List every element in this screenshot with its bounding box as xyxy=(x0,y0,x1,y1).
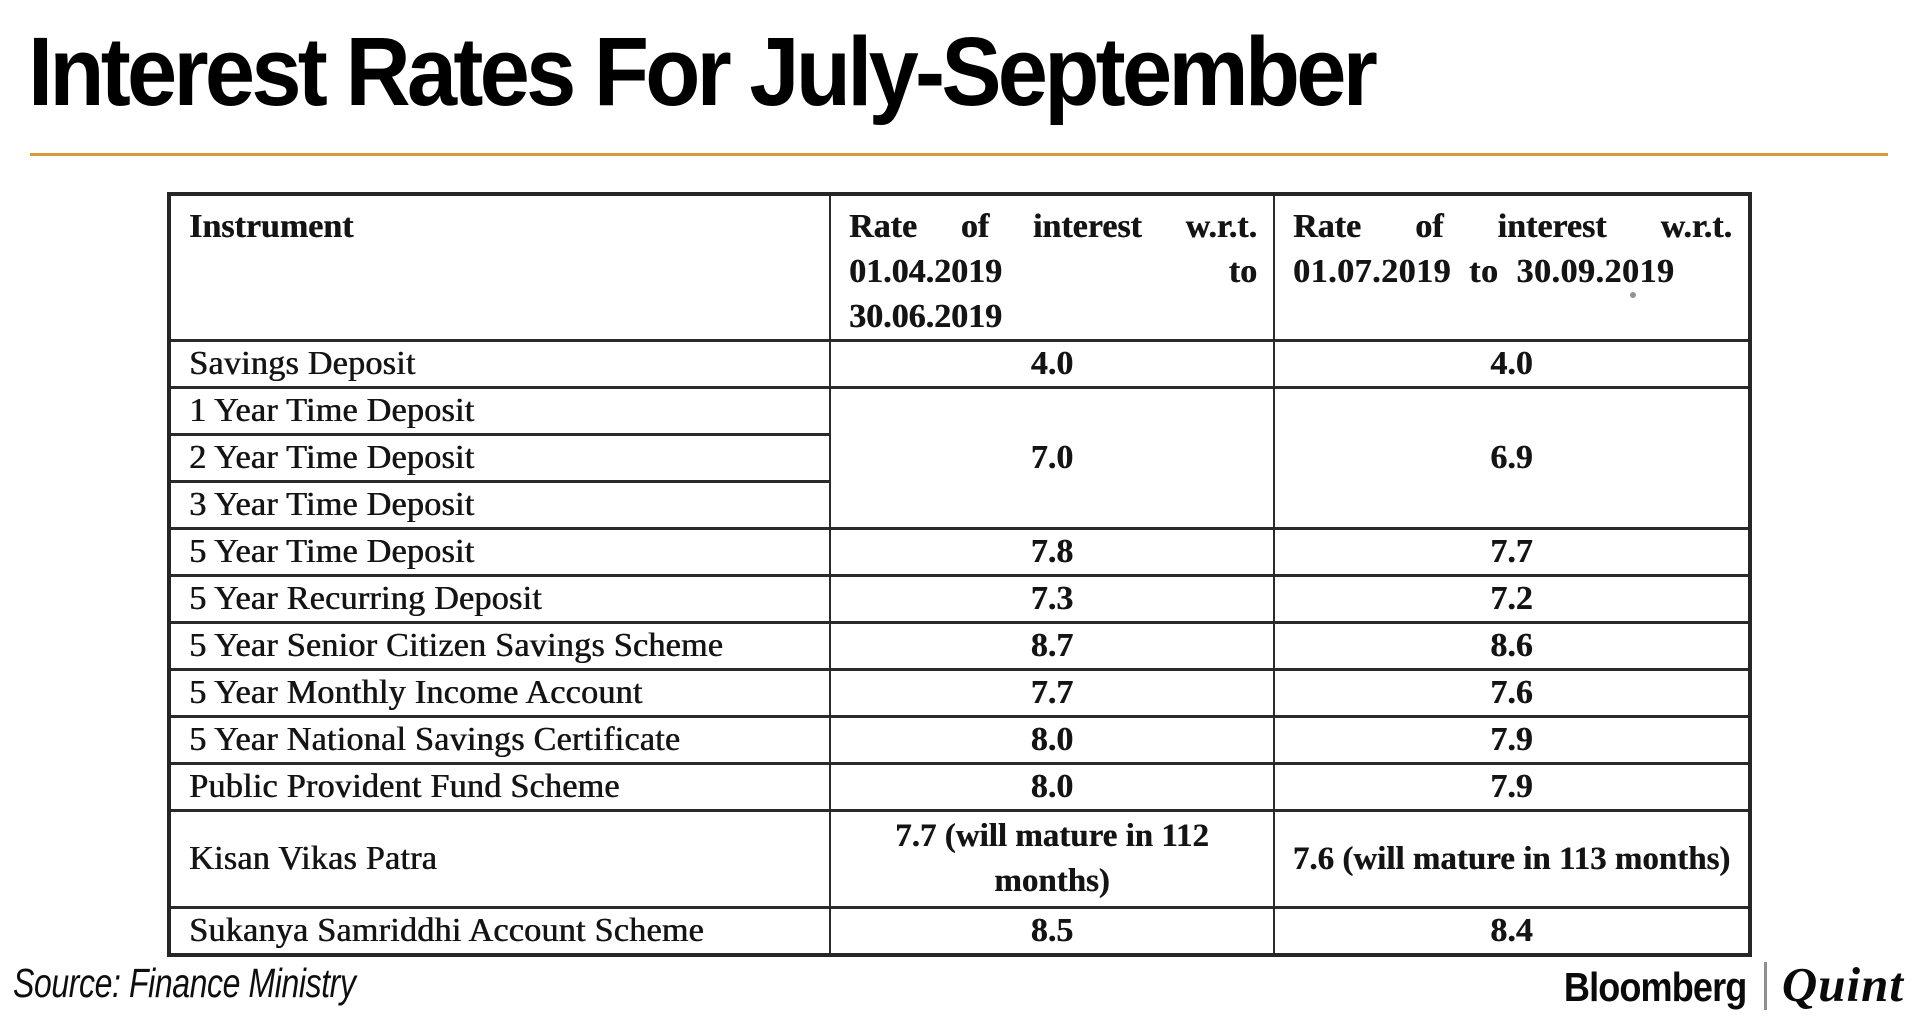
instrument-cell: Sukanya Samriddhi Account Scheme xyxy=(168,906,831,956)
rate-cell: 7.8 xyxy=(829,527,1275,577)
title-underline-rule xyxy=(30,153,1888,156)
merged-rate-cell: 6.9 xyxy=(1273,386,1751,530)
rate-cell: 8.7 xyxy=(829,621,1275,671)
rate-cell: 7.2 xyxy=(1273,574,1751,624)
table-row: Kisan Vikas Patra 7.7 (will mature in 11… xyxy=(168,809,1751,909)
rate-cell: 8.4 xyxy=(1273,906,1751,956)
rate-cell: 8.5 xyxy=(829,906,1275,956)
table-row: Public Provident Fund Scheme 8.0 7.9 xyxy=(168,762,1751,812)
quint-wordmark: Quint xyxy=(1781,957,1904,1012)
rate-cell: 8.0 xyxy=(829,762,1275,812)
instrument-cell: Savings Deposit xyxy=(168,339,831,389)
period-jul-sep-header-cell: Rate of interest w.r.t. 01.07.2019 to 30… xyxy=(1273,192,1751,342)
instrument-cell: 3 Year Time Deposit xyxy=(168,480,831,530)
rate-cell: 7.9 xyxy=(1273,762,1751,812)
rate-cell: 7.6 (will mature in 113 months) xyxy=(1273,809,1751,909)
instrument-cell: 1 Year Time Deposit xyxy=(168,386,831,436)
instrument-cell: 5 Year Recurring Deposit xyxy=(168,574,831,624)
table-row: Savings Deposit 4.0 4.0 xyxy=(168,339,1751,389)
table-row: 3 Year Time Deposit xyxy=(168,480,1750,530)
table-row: Sukanya Samriddhi Account Scheme 8.5 8.4 xyxy=(168,906,1751,956)
rate-cell: 4.0 xyxy=(829,339,1275,389)
merged-rate-cell: 7.0 xyxy=(829,386,1275,530)
instrument-cell: 5 Year National Savings Certificate xyxy=(168,715,831,765)
rate-cell: 7.9 xyxy=(1273,715,1751,765)
rate-cell: 7.6 xyxy=(1273,668,1751,718)
instrument-cell: 2 Year Time Deposit xyxy=(168,433,831,483)
instrument-cell: Public Provident Fund Scheme xyxy=(168,762,831,812)
instrument-header-cell: Instrument xyxy=(168,192,831,342)
period-apr-jun-line1: Rate of interest w.r.t. xyxy=(849,208,1257,245)
instrument-cell: 5 Year Senior Citizen Savings Scheme xyxy=(168,621,831,671)
instrument-header-label: Instrument xyxy=(189,208,354,245)
page-title: Interest Rates For July-September xyxy=(28,17,1378,126)
period-apr-jun-date-end: 30.06.2019 xyxy=(849,298,1002,335)
rate-cell: 7.3 xyxy=(829,574,1275,624)
interest-rates-table: Instrument Rate of interest w.r.t. 01.04… xyxy=(167,192,1752,957)
table-row: 5 Year Monthly Income Account 7.7 7.6 xyxy=(168,668,1751,718)
period-jul-sep-line1: Rate of interest w.r.t. xyxy=(1293,208,1732,245)
table-row: 5 Year Senior Citizen Savings Scheme 8.7… xyxy=(168,621,1751,671)
instrument-cell: Kisan Vikas Patra xyxy=(168,809,831,909)
period-jul-sep-line2: 01.07.2019 to 30.09.2019 xyxy=(1293,253,1675,290)
rate-cell: 8.0 xyxy=(829,715,1275,765)
table-row: 5 Year National Savings Certificate 8.0 … xyxy=(168,715,1751,765)
table-row: 5 Year Time Deposit 7.8 7.7 xyxy=(168,527,1751,577)
scan-artifact-dot xyxy=(1630,292,1636,298)
instrument-cell: 5 Year Time Deposit xyxy=(168,527,831,577)
period-apr-jun-date-start: 01.04.2019 xyxy=(849,253,1002,290)
rate-cell: 4.0 xyxy=(1273,339,1751,389)
period-apr-jun-to-word: to xyxy=(1228,253,1257,290)
table-row: 2 Year Time Deposit xyxy=(168,433,1750,483)
period-apr-jun-line2: 01.04.2019 to xyxy=(849,249,1257,294)
rate-cell: 7.7 (will mature in 112 months) xyxy=(829,809,1275,909)
table-row: 5 Year Recurring Deposit 7.3 7.2 xyxy=(168,574,1751,624)
rate-cell: 8.6 xyxy=(1273,621,1751,671)
instrument-cell: 5 Year Monthly Income Account xyxy=(168,668,831,718)
bloomberg-wordmark: Bloomberg xyxy=(1564,964,1747,1010)
table-row: 1 Year Time Deposit 7.0 6.9 xyxy=(168,386,1751,530)
publisher-logo: Bloomberg Quint xyxy=(1539,956,1904,1012)
period-apr-jun-header-cell: Rate of interest w.r.t. 01.04.2019 to 30… xyxy=(829,192,1275,342)
rate-cell: 7.7 xyxy=(829,668,1275,718)
table-header-row: Instrument Rate of interest w.r.t. 01.04… xyxy=(168,192,1751,342)
source-caption: Source: Finance Ministry xyxy=(13,960,356,1006)
logo-separator xyxy=(1763,962,1767,1010)
rate-cell: 7.7 xyxy=(1273,527,1751,577)
